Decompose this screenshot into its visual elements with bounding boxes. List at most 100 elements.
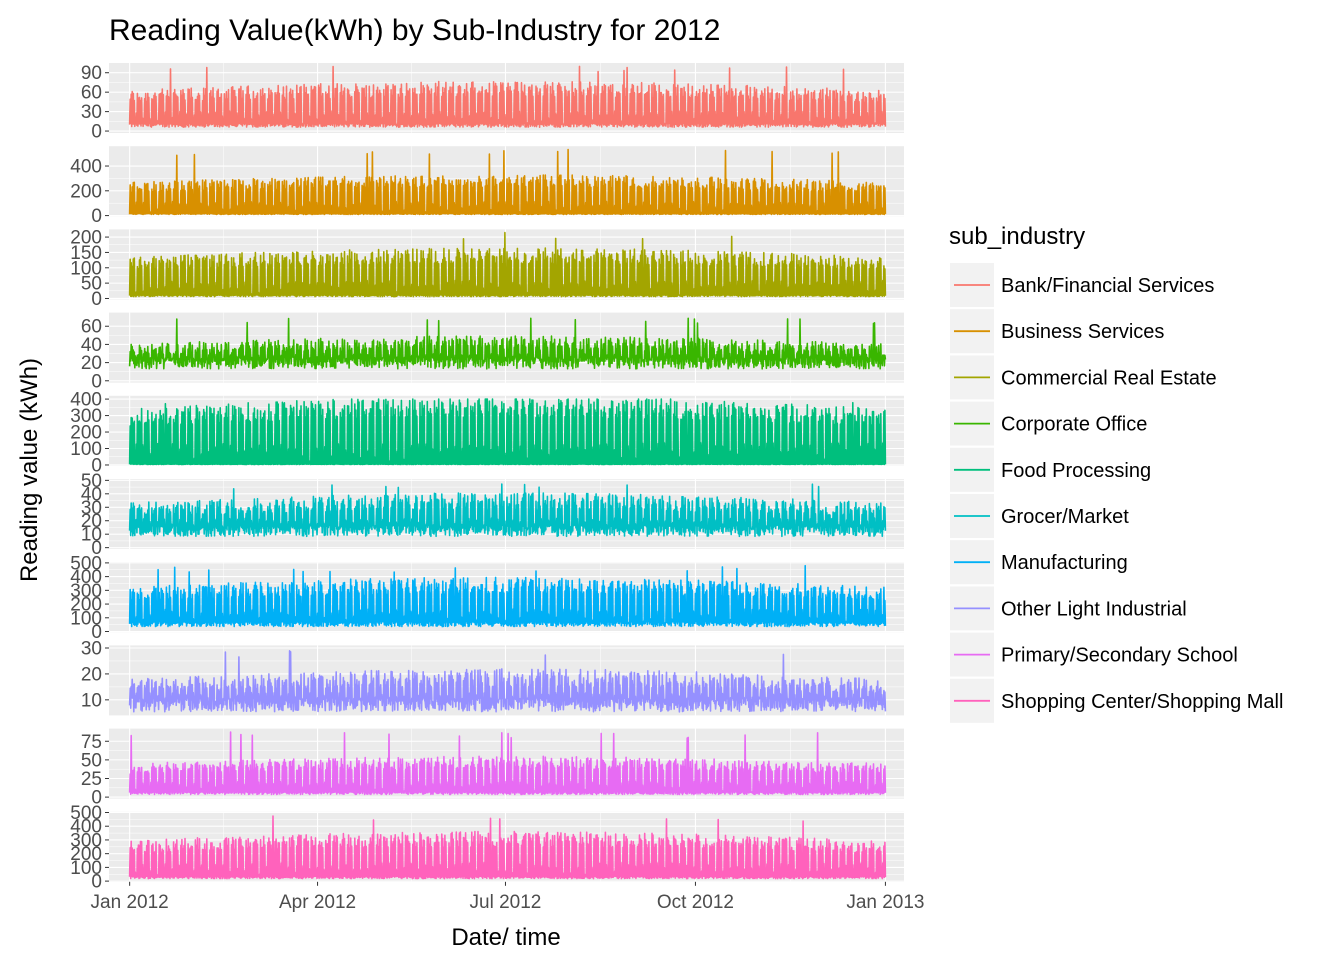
y-tick-label: 400	[70, 157, 102, 178]
y-tick-label: 50	[81, 274, 102, 295]
y-tick-label: 500	[70, 553, 102, 574]
x-axis: Jan 2012 Apr 2012 Jul 2012 Oct 2012 Jan 2013	[91, 881, 925, 913]
legend-item: Other Light Industrial	[950, 586, 1187, 631]
y-tick-label: 200	[70, 844, 102, 865]
y-tick-label: 200	[70, 181, 102, 202]
x-tick-label: Jan 2013	[846, 892, 924, 913]
y-tick-label: 0	[91, 289, 102, 310]
legend: sub_industry Bank/Financial Services Busi…	[949, 223, 1283, 723]
y-tick-label: 400	[70, 390, 102, 411]
y-tick-label: 30	[81, 498, 102, 519]
legend-title: sub_industry	[949, 223, 1085, 250]
y-tick-label: 30	[81, 102, 102, 123]
y-tick-label: 20	[81, 664, 102, 685]
y-tick-label: 0	[91, 455, 102, 476]
legend-label: Food Processing	[1001, 460, 1151, 482]
legend-item: Commercial Real Estate	[950, 355, 1217, 400]
y-tick-label: 300	[70, 830, 102, 851]
facet-panel: 10 20 30	[81, 638, 904, 716]
legend-label: Manufacturing	[1001, 552, 1128, 574]
y-tick-label: 0	[91, 872, 102, 893]
x-tick-label: Oct 2012	[657, 892, 734, 913]
chart-title: Reading Value(kWh) by Sub-Industry for 2…	[109, 14, 720, 47]
y-tick-label: 300	[70, 581, 102, 602]
series-line	[128, 731, 887, 796]
y-tick-label: 30	[81, 638, 102, 659]
x-axis-title: Date/ time	[451, 924, 560, 951]
legend-item: Business Services	[950, 309, 1164, 354]
y-tick-label: 500	[70, 803, 102, 824]
y-tick-label: 60	[81, 317, 102, 338]
y-tick-label: 10	[81, 525, 102, 546]
series-line	[128, 317, 887, 370]
legend-items: Bank/Financial Services Business Services…	[950, 263, 1283, 723]
y-tick-label: 75	[81, 732, 102, 753]
y-tick-label: 100	[70, 258, 102, 279]
legend-item: Manufacturing	[950, 540, 1128, 585]
legend-label: Shopping Center/Shopping Mall	[1001, 691, 1283, 713]
x-tick-label: Jan 2012	[91, 892, 169, 913]
y-tick-label: 50	[81, 471, 102, 492]
legend-item: Primary/Secondary School	[950, 632, 1238, 677]
series-line	[128, 564, 887, 628]
x-tick-label: Jul 2012	[470, 892, 542, 913]
y-tick-label: 100	[70, 608, 102, 629]
y-tick-label: 0	[91, 206, 102, 227]
legend-item: Food Processing	[950, 447, 1151, 492]
y-tick-label: 0	[91, 538, 102, 559]
legend-item: Shopping Center/Shopping Mall	[950, 678, 1283, 723]
y-tick-label: 200	[70, 228, 102, 249]
legend-label: Bank/Financial Services	[1001, 275, 1214, 297]
series-line	[128, 148, 887, 216]
y-axis-title: Reading value (kWh)	[16, 358, 43, 582]
y-tick-label: 0	[91, 622, 102, 643]
y-tick-label: 150	[70, 243, 102, 264]
y-tick-label: 50	[81, 750, 102, 771]
facet-panel: 0 200 400	[70, 146, 904, 227]
y-tick-label: 400	[70, 567, 102, 588]
legend-item: Bank/Financial Services	[950, 263, 1214, 307]
y-tick-label: 0	[91, 371, 102, 392]
legend-label: Corporate Office	[1001, 414, 1147, 436]
y-tick-label: 100	[70, 858, 102, 879]
y-tick-label: 10	[81, 690, 102, 711]
y-tick-label: 0	[91, 122, 102, 143]
y-tick-label: 0	[91, 788, 102, 809]
y-tick-label: 400	[70, 817, 102, 838]
y-tick-label: 200	[70, 595, 102, 616]
legend-label: Primary/Secondary School	[1001, 645, 1238, 667]
facet-panels: 0306090020040005010015020002040600100200…	[70, 63, 904, 893]
y-tick-label: 20	[81, 511, 102, 532]
x-tick-label: Apr 2012	[279, 892, 356, 913]
y-tick-label: 200	[70, 423, 102, 444]
y-tick-label: 40	[81, 484, 102, 505]
legend-label: Grocer/Market	[1001, 506, 1129, 528]
legend-item: Corporate Office	[950, 401, 1147, 446]
legend-label: Other Light Industrial	[1001, 598, 1187, 620]
series-line	[128, 649, 887, 713]
y-tick-label: 60	[81, 83, 102, 104]
series-line	[128, 398, 887, 466]
series-line	[128, 483, 887, 538]
y-tick-label: 300	[70, 406, 102, 427]
legend-label: Commercial Real Estate	[1001, 367, 1217, 389]
y-tick-label: 25	[81, 769, 102, 790]
legend-item: Grocer/Market	[950, 494, 1129, 538]
series-line	[128, 65, 887, 128]
legend-label: Business Services	[1001, 321, 1164, 343]
y-tick-label: 40	[81, 335, 102, 356]
series-line	[128, 815, 887, 880]
y-tick-label: 20	[81, 353, 102, 374]
y-tick-label: 90	[81, 63, 102, 84]
series-line	[128, 231, 887, 298]
y-tick-label: 100	[70, 439, 102, 460]
